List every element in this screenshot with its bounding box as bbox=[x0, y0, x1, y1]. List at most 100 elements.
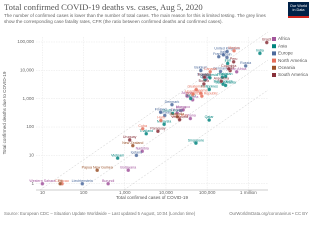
point-label: Denmark bbox=[165, 100, 180, 104]
point-label: Canada bbox=[204, 67, 217, 71]
point-label: Australia bbox=[170, 112, 184, 116]
point-label: Brazil bbox=[262, 38, 271, 42]
point bbox=[208, 75, 212, 80]
point bbox=[232, 48, 236, 53]
point-label: Argentina bbox=[214, 76, 229, 80]
legend-label: South America bbox=[278, 72, 308, 77]
point bbox=[175, 114, 180, 119]
point-label: Paraguay bbox=[150, 126, 166, 130]
point bbox=[264, 40, 269, 45]
point bbox=[219, 79, 224, 84]
point-label: Uruguay bbox=[123, 135, 137, 139]
source: Source: European CDC – Situation Update … bbox=[4, 211, 196, 216]
point-label: Pakistan bbox=[219, 72, 233, 76]
point-label: Algeria bbox=[181, 91, 192, 95]
point bbox=[207, 118, 212, 122]
x-tick-label: 100,000 bbox=[199, 190, 216, 195]
point bbox=[221, 52, 226, 57]
point-label: Egypt bbox=[202, 74, 211, 78]
y-tick-label: 10,000 bbox=[20, 68, 34, 73]
point-label: Philippines bbox=[201, 85, 219, 89]
point bbox=[140, 126, 145, 131]
point-label: Qatar bbox=[205, 115, 215, 119]
point-label: Fiji bbox=[58, 179, 63, 183]
point bbox=[220, 75, 225, 80]
point-label: Nigeria bbox=[187, 95, 198, 99]
point bbox=[202, 75, 207, 80]
point bbox=[127, 138, 132, 142]
y-tick-label: 100 bbox=[26, 124, 34, 129]
point bbox=[207, 87, 212, 92]
point bbox=[223, 83, 228, 88]
point-label: Spain bbox=[222, 53, 231, 57]
point bbox=[159, 118, 163, 123]
point bbox=[162, 122, 167, 127]
point-label: Namibia bbox=[136, 146, 149, 150]
cfr-line bbox=[79, 59, 269, 191]
point bbox=[140, 149, 145, 154]
point-label: Indonesia bbox=[202, 73, 218, 77]
point bbox=[181, 108, 186, 112]
point bbox=[162, 113, 167, 118]
point bbox=[225, 61, 230, 66]
point bbox=[194, 87, 199, 92]
x-tick-label: 10,000 bbox=[159, 190, 173, 195]
point bbox=[199, 94, 204, 99]
point bbox=[80, 181, 85, 186]
point bbox=[234, 69, 239, 74]
point-label: Dominican Republic bbox=[186, 91, 218, 95]
point bbox=[170, 102, 174, 107]
point-label: Liechtenstein bbox=[72, 179, 93, 183]
point-label: New Zealand bbox=[122, 141, 143, 145]
point bbox=[208, 69, 213, 74]
y-tick-label: 100,000 bbox=[17, 39, 34, 44]
point-label: Kenya bbox=[176, 106, 186, 110]
cfr-line bbox=[123, 89, 269, 191]
point-label: Ghana bbox=[185, 114, 196, 118]
point-label: South Africa bbox=[227, 67, 246, 71]
point bbox=[158, 110, 163, 115]
point-label: India bbox=[256, 48, 264, 52]
legend-label: Africa bbox=[278, 36, 290, 41]
point bbox=[188, 116, 193, 121]
point-label: Vietnam bbox=[111, 153, 124, 157]
point bbox=[225, 49, 230, 54]
point bbox=[198, 68, 203, 73]
point bbox=[144, 131, 149, 136]
point bbox=[115, 156, 120, 161]
point-label: Russia bbox=[240, 61, 251, 65]
point-label: Saudi Arabia bbox=[215, 81, 235, 85]
y-tick-label: 1 bbox=[31, 181, 34, 186]
point bbox=[134, 153, 139, 158]
point-label: Haiti bbox=[157, 116, 164, 120]
logo[interactable]: Our World in Data bbox=[288, 2, 309, 18]
point bbox=[226, 66, 231, 71]
point bbox=[191, 92, 195, 97]
legend-swatch bbox=[272, 73, 276, 77]
point bbox=[201, 81, 206, 86]
x-tick-label: 1,000 bbox=[119, 190, 131, 195]
x-tick-label: 100 bbox=[80, 190, 88, 195]
y-tick-label: 1,000 bbox=[23, 96, 35, 101]
chart-title: Total confirmed COVID-19 deaths vs. case… bbox=[4, 2, 203, 12]
point bbox=[130, 143, 135, 148]
point-label: United Kingdom bbox=[214, 47, 240, 51]
point-label: Morocco bbox=[176, 105, 190, 109]
legend-swatch bbox=[272, 65, 276, 70]
point-label: Belgium bbox=[194, 66, 207, 70]
credit[interactable]: OurWorldInData.org/coronavirus • CC BY bbox=[229, 211, 308, 216]
point-label: Mexico bbox=[228, 46, 239, 50]
point-label: Iceland bbox=[131, 151, 143, 155]
point-label: Norway bbox=[159, 111, 171, 115]
y-tick-label: 10 bbox=[29, 153, 35, 158]
x-tick-label: 1 million bbox=[240, 190, 257, 195]
x-axis-label: Total confirmed cases of COVID-19 bbox=[116, 195, 188, 200]
y-axis-label: Total confirmed deaths due to COVID-19 bbox=[2, 71, 7, 154]
point bbox=[126, 168, 131, 173]
point-label: Ecuador bbox=[198, 72, 212, 76]
point bbox=[258, 51, 262, 56]
point-label: Finland bbox=[155, 107, 167, 111]
point-label: Bolivia bbox=[199, 79, 210, 83]
point-label: Germany bbox=[213, 67, 228, 71]
point-label: France bbox=[213, 52, 224, 56]
